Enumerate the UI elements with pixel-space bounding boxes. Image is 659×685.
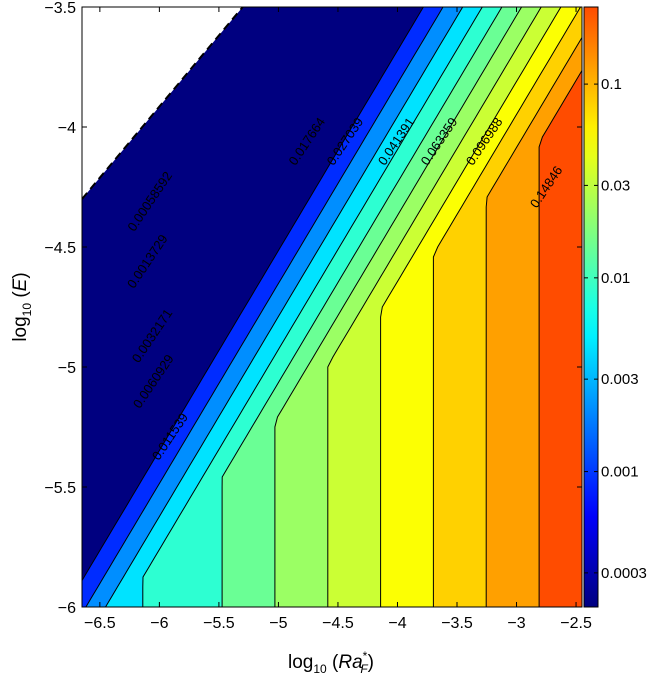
contour-band	[327, 7, 561, 607]
contour-line	[485, 36, 582, 607]
x-tick-label: −5.5	[203, 615, 235, 632]
contour-line	[274, 7, 523, 607]
colorbar: 0.0003 0.001 0.003 0.01 0.03 0.1	[583, 6, 647, 608]
y-tick-label: −5	[58, 360, 76, 377]
contour-line	[538, 69, 582, 607]
contour-line	[327, 7, 542, 607]
contour-band	[274, 7, 542, 607]
contour-band	[380, 7, 581, 607]
y-tick-label: −6	[58, 600, 76, 617]
colorbar-tick-label: 0.0003	[601, 565, 647, 582]
colorbar-gradient	[584, 7, 598, 607]
contour-line	[85, 7, 444, 607]
contour-band	[85, 7, 463, 607]
colorbar-ticks: 0.0003 0.001 0.003 0.01 0.03 0.1	[584, 76, 647, 582]
colorbar-tick-label: 0.1	[601, 76, 622, 93]
colorbar-frame	[583, 6, 599, 608]
contour-line	[221, 7, 503, 607]
plot-frame	[81, 6, 583, 608]
colorbar-tick-label: 0.001	[601, 464, 639, 481]
contour-band	[486, 37, 582, 607]
svg-text:log10 (Ra*F): log10 (Ra* F)	[288, 649, 374, 676]
y-axis-label: log10 (E)	[10, 272, 34, 341]
colorbar-tick-label: 0.03	[601, 177, 630, 194]
contour-band	[82, 7, 443, 607]
plot-area: 0.000585920.00137290.00321710.00609290.0…	[82, 7, 582, 607]
svg-text:log10 (E): log10 (E)	[10, 272, 34, 341]
colorbar-tick-label: 0.003	[601, 371, 639, 388]
x-tick-label: −6	[150, 615, 168, 632]
contour-band	[222, 7, 522, 607]
x-tick-label: −2.5	[560, 615, 592, 632]
x-tick-label: −5	[269, 615, 287, 632]
x-axis-label: log10 (Ra* F)	[288, 649, 374, 676]
y-axis-ticks: −6 −5.5 −5 −4.5 −4 −3.5	[44, 0, 582, 617]
contour-line	[432, 7, 581, 607]
contour-line	[142, 7, 483, 607]
contour-lines	[82, 7, 582, 607]
contour-band	[539, 70, 582, 607]
x-tick-label: −4	[388, 615, 406, 632]
x-axis-ticks: −6.5 −6 −5.5 −5 −4.5 −4 −3.5 −3 −2.5	[84, 7, 592, 632]
y-tick-label: −3.5	[44, 0, 76, 17]
contour-band	[433, 7, 582, 607]
contour-line	[82, 7, 424, 582]
x-tick-label: −6.5	[84, 615, 116, 632]
y-tick-label: −4.5	[44, 240, 76, 257]
contour-line	[105, 7, 464, 607]
contour-line	[380, 7, 562, 607]
y-tick-label: −4	[58, 120, 76, 137]
x-tick-label: −4.5	[322, 615, 354, 632]
x-tick-label: −3.5	[441, 615, 473, 632]
validity-boundary-line	[82, 7, 244, 200]
x-tick-label: −3	[507, 615, 525, 632]
y-tick-label: −5.5	[44, 480, 76, 497]
contour-band	[105, 7, 483, 607]
colorbar-tick-label: 0.01	[601, 270, 630, 287]
